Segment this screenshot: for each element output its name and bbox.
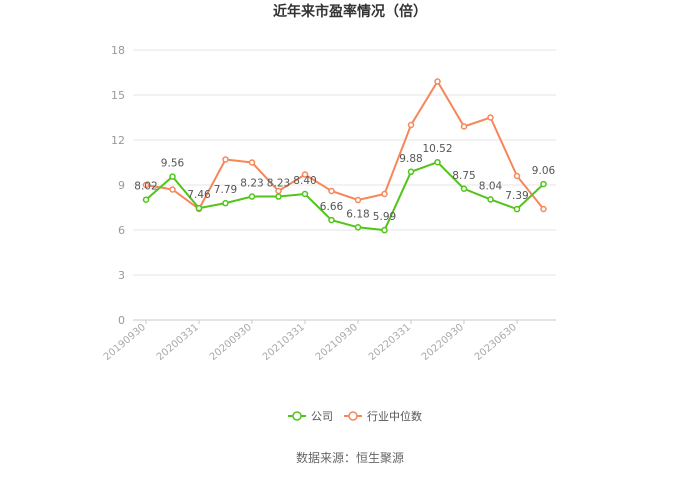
y-tick-label: 6 [118, 224, 125, 237]
data-point-series-0[interactable] [354, 224, 362, 231]
data-label: 10.52 [422, 143, 452, 155]
data-point-series-0[interactable] [460, 185, 468, 192]
x-tick-label: 20220930 [420, 322, 466, 363]
x-tick-label: 20210930 [314, 322, 360, 363]
data-label: 7.79 [214, 184, 237, 196]
y-tick-label: 18 [111, 44, 125, 57]
grid-lines [133, 49, 556, 321]
data-point-series-0[interactable] [248, 193, 256, 200]
data-point-series-1[interactable] [222, 156, 229, 163]
data-point-series-1[interactable] [540, 205, 547, 213]
data-point-series-0[interactable] [513, 205, 521, 213]
data-point-series-1[interactable] [142, 181, 150, 189]
legend-item-1[interactable]: 行业中位数 [344, 409, 422, 423]
data-point-series-1[interactable] [487, 114, 494, 121]
series-line-1 [145, 79, 545, 211]
x-tick-label: 20190930 [102, 322, 148, 363]
legend-label: 公司 [311, 410, 333, 423]
data-label: 6.18 [346, 208, 369, 220]
data-label: 8.04 [479, 180, 503, 192]
data-point-series-0[interactable] [275, 193, 282, 200]
data-label: 8.23 [240, 178, 263, 190]
data-point-series-1[interactable] [460, 123, 468, 130]
y-tick-label: 15 [111, 89, 125, 102]
data-label: 9.06 [532, 165, 556, 177]
source-note: 数据来源：恒生聚源 [296, 450, 404, 465]
data-label: 8.75 [452, 170, 475, 182]
data-labels: 8.029.567.46 7.798.23 8.23 8.406.666.18 5.99… [134, 143, 555, 223]
series-lines [142, 78, 547, 234]
data-label: 9.88 [399, 153, 422, 165]
data-point-series-1[interactable] [407, 121, 415, 129]
data-point-series-1[interactable] [434, 78, 441, 85]
data-label: 7.39 [505, 190, 528, 202]
data-point-series-1[interactable] [169, 186, 176, 193]
y-axis: 0 3 6 9 12 15 18 [111, 44, 125, 327]
legend-swatch-marker [292, 411, 302, 421]
x-tick-label: 20220331 [367, 322, 413, 363]
data-label: 7.46 [187, 189, 211, 201]
data-label: 8.02 [134, 181, 157, 193]
y-tick-label: 3 [118, 269, 125, 282]
data-label: 8.23 [267, 178, 290, 190]
data-point-series-0[interactable] [195, 204, 203, 212]
legend: 公司 行业中位数 [288, 409, 422, 423]
data-point-series-0[interactable] [407, 168, 415, 176]
data-point-series-0[interactable] [169, 173, 176, 180]
x-tick-label: 20200331 [155, 322, 201, 363]
data-point-series-0[interactable] [381, 226, 388, 234]
x-tick-label: 20210331 [261, 322, 307, 363]
legend-swatch-marker [348, 411, 358, 421]
y-tick-label: 9 [118, 179, 125, 192]
data-point-series-0[interactable] [328, 216, 335, 224]
y-tick-label: 12 [111, 134, 125, 147]
data-label: 5.99 [373, 211, 396, 223]
data-label: 8.40 [293, 175, 316, 187]
data-point-series-0[interactable] [222, 199, 229, 207]
data-point-series-0[interactable] [434, 158, 441, 166]
chart-title: 近年来市盈率情况（倍） [273, 3, 427, 20]
legend-label: 行业中位数 [367, 409, 422, 423]
data-point-series-1[interactable] [248, 159, 256, 166]
data-label: 9.56 [161, 158, 185, 170]
x-tick-label: 20230630 [473, 322, 519, 363]
x-axis: 20190930 20200331 20200930 20210331 20210930… [102, 320, 519, 363]
data-point-series-0[interactable] [301, 190, 309, 198]
series-line-0 [145, 161, 545, 232]
x-tick-label: 20200930 [208, 322, 254, 363]
data-point-series-1[interactable] [328, 187, 335, 195]
data-point-series-1[interactable] [513, 172, 521, 180]
data-point-series-1[interactable] [354, 196, 362, 204]
data-point-series-0[interactable] [487, 196, 494, 203]
data-point-series-0[interactable] [142, 196, 150, 203]
y-tick-label: 0 [118, 314, 125, 327]
data-point-series-1[interactable] [381, 190, 388, 198]
data-point-series-1[interactable] [301, 171, 309, 178]
data-label: 6.66 [320, 201, 344, 213]
data-point-series-0[interactable] [540, 180, 547, 188]
legend-item-0[interactable]: 公司 [288, 410, 333, 423]
